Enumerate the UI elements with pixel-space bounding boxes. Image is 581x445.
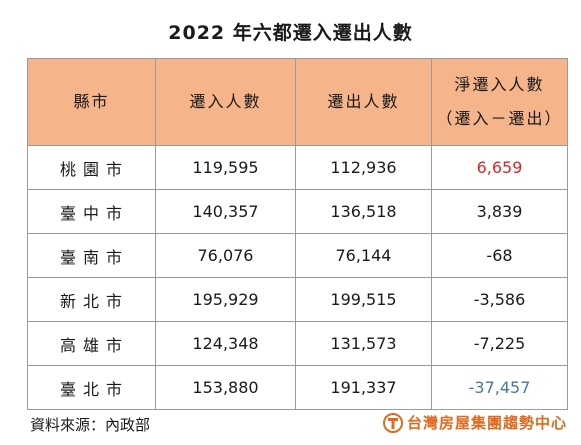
page-title: 2022 年六都遷入遷出人數 [168,22,413,44]
header-city: 縣市 [27,58,156,146]
cell-move-out: 76,144 [295,233,432,278]
table-row: 高雄市 124,348 131,573 -7,225 [27,321,568,366]
cell-move-out: 191,337 [295,365,432,410]
cell-move-out: 136,518 [295,189,432,234]
cell-net: -3,586 [431,277,568,322]
table-header-row: 縣市 遷入人數 遷出人數 淨遷入人數 （遷入－遷出） [27,58,568,146]
cell-move-out: 199,515 [295,277,432,322]
cell-net: -37,457 [431,365,568,410]
brand-mark: 台灣房屋集團趨勢中心 [382,412,567,433]
cell-move-in: 76,076 [155,233,296,278]
header-net-formula: （遷入－遷出） [436,109,563,128]
cell-net: -7,225 [431,321,568,366]
migration-table: 縣市 遷入人數 遷出人數 淨遷入人數 （遷入－遷出） 桃園市 119,595 1… [27,58,568,410]
table-row: 臺南市 76,076 76,144 -68 [27,233,568,278]
brand-name: 台灣房屋集團趨勢中心 [406,414,567,432]
table-row: 新北市 195,929 199,515 -3,586 [27,277,568,322]
cell-move-out: 112,936 [295,145,432,190]
source-note: 資料來源：內政部 [30,416,151,434]
cell-move-in: 140,357 [155,189,296,234]
table-row: 臺中市 140,357 136,518 3,839 [27,189,568,234]
header-net: 淨遷入人數 （遷入－遷出） [431,58,568,146]
cell-net: 6,659 [431,145,568,190]
cell-city: 高雄市 [27,321,156,366]
header-net-title: 淨遷入人數 [454,75,545,94]
brand-logo-icon [382,412,403,433]
cell-move-out: 131,573 [295,321,432,366]
header-move-out: 遷出人數 [295,58,432,146]
cell-move-in: 195,929 [155,277,296,322]
cell-net: 3,839 [431,189,568,234]
cell-city: 臺北市 [27,365,156,410]
header-move-in: 遷入人數 [155,58,296,146]
cell-city: 臺中市 [27,189,156,234]
table-row: 桃園市 119,595 112,936 6,659 [27,145,568,190]
table-row: 臺北市 153,880 191,337 -37,457 [27,365,568,410]
cell-city: 臺南市 [27,233,156,278]
cell-city: 新北市 [27,277,156,322]
cell-city: 桃園市 [27,145,156,190]
cell-net: -68 [431,233,568,278]
cell-move-in: 153,880 [155,365,296,410]
cell-move-in: 124,348 [155,321,296,366]
cell-move-in: 119,595 [155,145,296,190]
